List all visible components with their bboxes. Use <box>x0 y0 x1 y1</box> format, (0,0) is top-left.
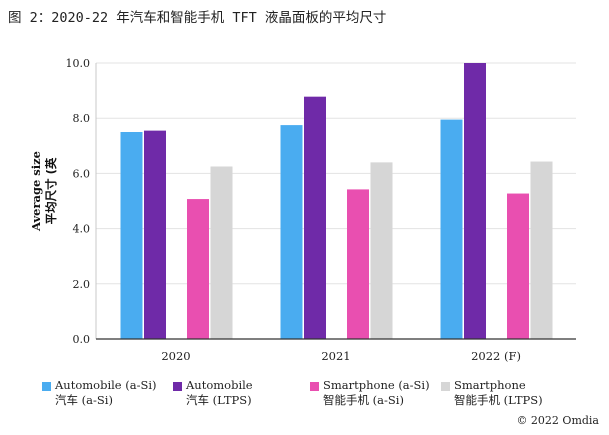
bar-smartphone-asi <box>507 193 529 339</box>
legend-item-automobile-asi: Automobile (a-Si) 汽车 (a-Si) <box>42 378 157 408</box>
bar-automobile-asi <box>120 132 143 339</box>
y-tick-label: 6.0 <box>73 167 91 180</box>
figure-title: 图 2：2020-22 年汽车和智能手机 TFT 液晶面板的平均尺寸 <box>8 10 387 26</box>
legend-label-en: Smartphone (a-Si) <box>323 378 430 392</box>
bar-smartphone-asi <box>347 189 369 339</box>
bar-smartphone-ltps <box>210 166 233 339</box>
legend-label-cn: 汽车 (a-Si) <box>55 393 113 407</box>
legend-item-automobile-ltps: Automobile 汽车 (LTPS) <box>173 378 253 408</box>
legend-swatch-smartphone-ltps <box>441 382 450 391</box>
bar-automobile-ltps <box>304 96 326 339</box>
bar-automobile-ltps <box>144 130 166 339</box>
legend-item-smartphone-ltps: Smartphone 智能手机 (LTPS) <box>441 378 543 408</box>
legend-label-cn: 智能手机 (a-Si) <box>323 393 404 407</box>
bar-chart: 0.0 2.0 4.0 6.0 8.0 10.0 2020 2021 2022 (F) Avera… <box>29 57 576 363</box>
legend-swatch-smartphone-asi <box>310 382 319 391</box>
legend: Automobile (a-Si) 汽车 (a-Si) Automobile 汽… <box>40 378 600 418</box>
copyright-credit: © 2022 Omdia <box>516 414 599 427</box>
y-axis-label-en: Average size <box>29 151 43 232</box>
x-tick-label: 2022 (F) <box>471 349 521 363</box>
legend-label-en: Automobile (a-Si) <box>55 378 157 392</box>
legend-label-cn: 智能手机 (LTPS) <box>454 393 543 407</box>
y-tick-label: 10.0 <box>66 57 91 70</box>
bar-smartphone-asi <box>187 199 209 339</box>
y-tick-label: 2.0 <box>73 278 91 291</box>
y-tick-label: 4.0 <box>73 223 91 236</box>
legend-swatch-automobile-ltps <box>173 382 182 391</box>
x-tick-label: 2021 <box>321 349 350 363</box>
bar-automobile-asi <box>440 119 463 339</box>
legend-swatch-automobile-asi <box>42 382 51 391</box>
legend-item-smartphone-asi: Smartphone (a-Si) 智能手机 (a-Si) <box>310 378 430 408</box>
bar-automobile-ltps <box>464 63 486 339</box>
y-tick-label: 8.0 <box>73 112 91 125</box>
x-tick-label: 2020 <box>161 349 190 363</box>
bar-smartphone-ltps <box>530 161 553 339</box>
legend-label-en: Smartphone <box>454 378 526 392</box>
bar-automobile-asi <box>280 125 303 339</box>
legend-label-cn: 汽车 (LTPS) <box>186 393 252 407</box>
legend-label-en: Automobile <box>186 378 253 392</box>
bar-smartphone-ltps <box>370 162 393 339</box>
y-axis-label-cn: 平均尺寸 (英 <box>44 157 58 224</box>
y-tick-label: 0.0 <box>73 333 91 346</box>
